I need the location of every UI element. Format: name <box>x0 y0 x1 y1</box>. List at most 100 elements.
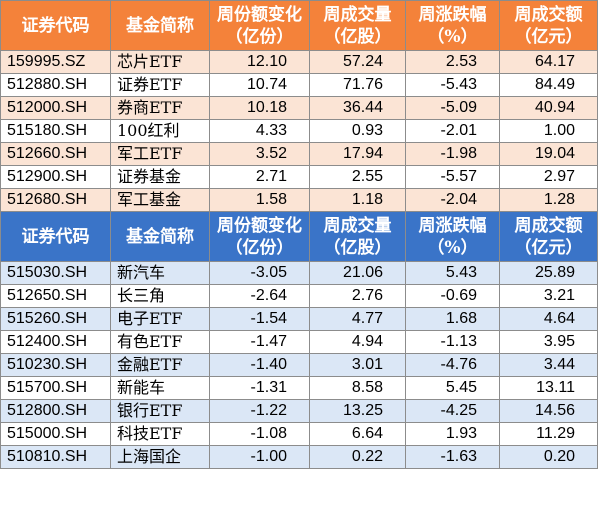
cell-turnover: 64.17 <box>499 50 598 74</box>
cell-turnover: 13.11 <box>499 376 598 400</box>
cell-share-change: -1.00 <box>209 445 310 469</box>
cell-volume: 0.22 <box>309 445 406 469</box>
cell-share-change: -1.22 <box>209 399 310 423</box>
cell-code: 512400.SH <box>0 330 111 354</box>
cell-name: 新能车 <box>110 376 210 400</box>
cell-code: 515260.SH <box>0 307 111 331</box>
cell-share-change: 12.10 <box>209 50 310 74</box>
cell-code: 159995.SZ <box>0 50 111 74</box>
header-turnover-line: 周成交额 <box>514 215 583 236</box>
header-share-change: 周份额变化 （亿份） <box>209 211 310 262</box>
header-volume-line: 周成交量 <box>323 4 392 25</box>
cell-change-pct: -1.13 <box>405 330 500 354</box>
header-turnover: 周成交额 （亿元） <box>499 0 598 51</box>
cell-turnover: 3.44 <box>499 353 598 377</box>
cell-name: 上海国企 <box>110 445 210 469</box>
cell-turnover: 14.56 <box>499 399 598 423</box>
cell-change-pct: 1.93 <box>405 422 500 446</box>
table-row: 512000.SH 券商ETF 10.18 36.44 -5.09 40.94 <box>0 96 598 120</box>
cell-code: 512650.SH <box>0 284 111 308</box>
table-row: 510810.SH 上海国企 -1.00 0.22 -1.63 0.20 <box>0 445 598 469</box>
cell-change-pct: -4.25 <box>405 399 500 423</box>
cell-code: 512800.SH <box>0 399 111 423</box>
cell-name: 长三角 <box>110 284 210 308</box>
cell-change-pct: 5.43 <box>405 261 500 285</box>
cell-share-change: 10.18 <box>209 96 310 120</box>
cell-name: 科技ETF <box>110 422 210 446</box>
cell-change-pct: -2.04 <box>405 188 500 212</box>
cell-turnover: 1.28 <box>499 188 598 212</box>
cell-name: 军工ETF <box>110 142 210 166</box>
cell-volume: 71.76 <box>309 73 406 97</box>
table-row: 512800.SH 银行ETF -1.22 13.25 -4.25 14.56 <box>0 399 598 423</box>
cell-share-change: -1.40 <box>209 353 310 377</box>
cell-volume: 57.24 <box>309 50 406 74</box>
cell-code: 512900.SH <box>0 165 111 189</box>
cell-turnover: 0.20 <box>499 445 598 469</box>
cell-turnover: 1.00 <box>499 119 598 143</box>
header-share-change-line: 周份额变化 <box>217 4 302 25</box>
header-change-pct: 周涨跌幅 （%） <box>405 0 500 51</box>
cell-name: 芯片ETF <box>110 50 210 74</box>
cell-change-pct: -2.01 <box>405 119 500 143</box>
table-row: 512650.SH 长三角 -2.64 2.76 -0.69 3.21 <box>0 284 598 308</box>
cell-volume: 21.06 <box>309 261 406 285</box>
cell-turnover: 2.97 <box>499 165 598 189</box>
table-row: 512660.SH 军工ETF 3.52 17.94 -1.98 19.04 <box>0 142 598 166</box>
cell-share-change: -1.47 <box>209 330 310 354</box>
header-share-change-line: （亿份） <box>225 26 294 47</box>
cell-volume: 2.55 <box>309 165 406 189</box>
bottom-header-row: 证券代码 基金简称 周份额变化 （亿份） 周成交量 （亿股） 周涨跌幅 （%） 周成交额 （亿元） <box>0 211 598 262</box>
cell-code: 515180.SH <box>0 119 111 143</box>
table-row: 515260.SH 电子ETF -1.54 4.77 1.68 4.64 <box>0 307 598 331</box>
header-share-change-line: （亿份） <box>225 237 294 258</box>
cell-change-pct: -4.76 <box>405 353 500 377</box>
header-turnover: 周成交额 （亿元） <box>499 211 598 262</box>
cell-turnover: 25.89 <box>499 261 598 285</box>
table-row: 515000.SH 科技ETF -1.08 6.64 1.93 11.29 <box>0 422 598 446</box>
header-name: 基金简称 <box>110 0 210 51</box>
cell-name: 金融ETF <box>110 353 210 377</box>
cell-turnover: 19.04 <box>499 142 598 166</box>
cell-name: 100红利 <box>110 119 210 143</box>
header-code: 证券代码 <box>0 211 111 262</box>
cell-change-pct: -5.43 <box>405 73 500 97</box>
cell-code: 512680.SH <box>0 188 111 212</box>
cell-volume: 8.58 <box>309 376 406 400</box>
table-row: 515030.SH 新汽车 -3.05 21.06 5.43 25.89 <box>0 261 598 285</box>
cell-volume: 4.77 <box>309 307 406 331</box>
cell-name: 军工基金 <box>110 188 210 212</box>
table-row: 515180.SH 100红利 4.33 0.93 -2.01 1.00 <box>0 119 598 143</box>
cell-code: 512000.SH <box>0 96 111 120</box>
cell-name: 证券基金 <box>110 165 210 189</box>
cell-change-pct: 1.68 <box>405 307 500 331</box>
cell-code: 515030.SH <box>0 261 111 285</box>
header-turnover-line: （亿元） <box>514 26 583 47</box>
header-share-change: 周份额变化 （亿份） <box>209 0 310 51</box>
cell-turnover: 11.29 <box>499 422 598 446</box>
cell-share-change: 1.58 <box>209 188 310 212</box>
cell-volume: 3.01 <box>309 353 406 377</box>
cell-change-pct: -1.98 <box>405 142 500 166</box>
header-name: 基金简称 <box>110 211 210 262</box>
cell-share-change: -1.54 <box>209 307 310 331</box>
header-volume: 周成交量 （亿股） <box>309 0 406 51</box>
cell-volume: 17.94 <box>309 142 406 166</box>
cell-change-pct: -5.09 <box>405 96 500 120</box>
cell-name: 证券ETF <box>110 73 210 97</box>
cell-name: 电子ETF <box>110 307 210 331</box>
header-volume-line: （亿股） <box>323 26 392 47</box>
cell-share-change: -1.31 <box>209 376 310 400</box>
cell-code: 512880.SH <box>0 73 111 97</box>
header-volume-line: 周成交量 <box>323 215 392 236</box>
header-volume-line: （亿股） <box>323 237 392 258</box>
header-turnover-line: （亿元） <box>514 237 583 258</box>
header-change-pct-line: 周涨跌幅 <box>418 215 487 236</box>
cell-code: 515000.SH <box>0 422 111 446</box>
top-header-row: 证券代码 基金简称 周份额变化 （亿份） 周成交量 （亿股） 周涨跌幅 （%） 周成交额 （亿元） <box>0 0 598 51</box>
header-change-pct-line: （%） <box>427 237 478 258</box>
table-row: 512880.SH 证券ETF 10.74 71.76 -5.43 84.49 <box>0 73 598 97</box>
cell-name: 银行ETF <box>110 399 210 423</box>
cell-share-change: 3.52 <box>209 142 310 166</box>
header-turnover-line: 周成交额 <box>514 4 583 25</box>
